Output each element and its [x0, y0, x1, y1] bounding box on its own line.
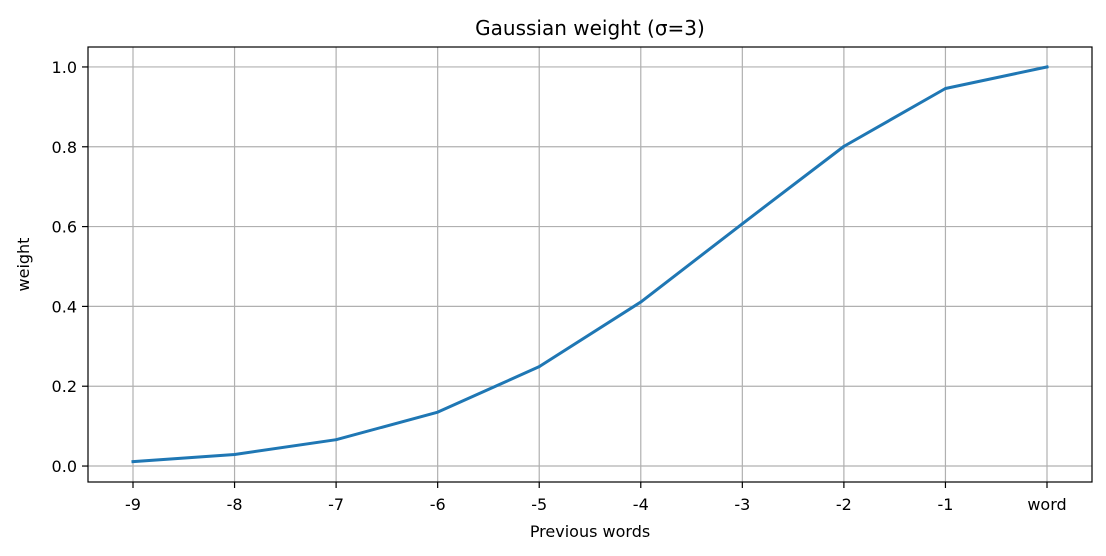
- x-axis-ticks: -9 -8 -7 -6 -5 -4 -3 -2 -1 word: [125, 482, 1067, 514]
- data-point: [944, 87, 947, 90]
- y-tick-label: 0.0: [52, 457, 77, 476]
- y-tick-label: 1.0: [52, 58, 77, 77]
- data-series-line: [131, 65, 1049, 464]
- data-point: [537, 365, 541, 369]
- x-tick-label: -6: [430, 495, 446, 514]
- x-tick-label: -3: [734, 495, 750, 514]
- data-point: [740, 222, 744, 226]
- data-point: [842, 144, 846, 148]
- data-point: [436, 410, 440, 414]
- x-tick-label: -8: [227, 495, 243, 514]
- x-tick-label: -2: [836, 495, 852, 514]
- data-point: [639, 300, 643, 304]
- y-axis-ticks: 0.0 0.2 0.4 0.6 0.8 1.0: [52, 58, 88, 476]
- x-tick-label: -7: [328, 495, 344, 514]
- x-tick-label: -5: [531, 495, 547, 514]
- y-tick-label: 0.8: [52, 138, 77, 157]
- series-line: [131, 65, 1049, 464]
- data-point: [1045, 65, 1049, 69]
- plot-area-frame: [87, 46, 1093, 483]
- grid-lines: [88, 47, 1092, 482]
- x-tick-label: -4: [633, 495, 649, 514]
- data-point: [334, 438, 338, 442]
- y-tick-label: 0.6: [52, 218, 77, 237]
- y-tick-label: 0.4: [52, 297, 77, 316]
- x-tick-label: word: [1027, 495, 1066, 514]
- y-axis-label: weight: [14, 238, 33, 292]
- data-point: [233, 453, 236, 456]
- chart-title: Gaussian weight (σ=3): [475, 16, 705, 40]
- x-axis-label: Previous words: [530, 522, 650, 541]
- x-tick-label: -9: [125, 495, 141, 514]
- data-point: [131, 460, 135, 464]
- y-tick-label: 0.2: [52, 377, 77, 396]
- x-tick-label: -1: [937, 495, 953, 514]
